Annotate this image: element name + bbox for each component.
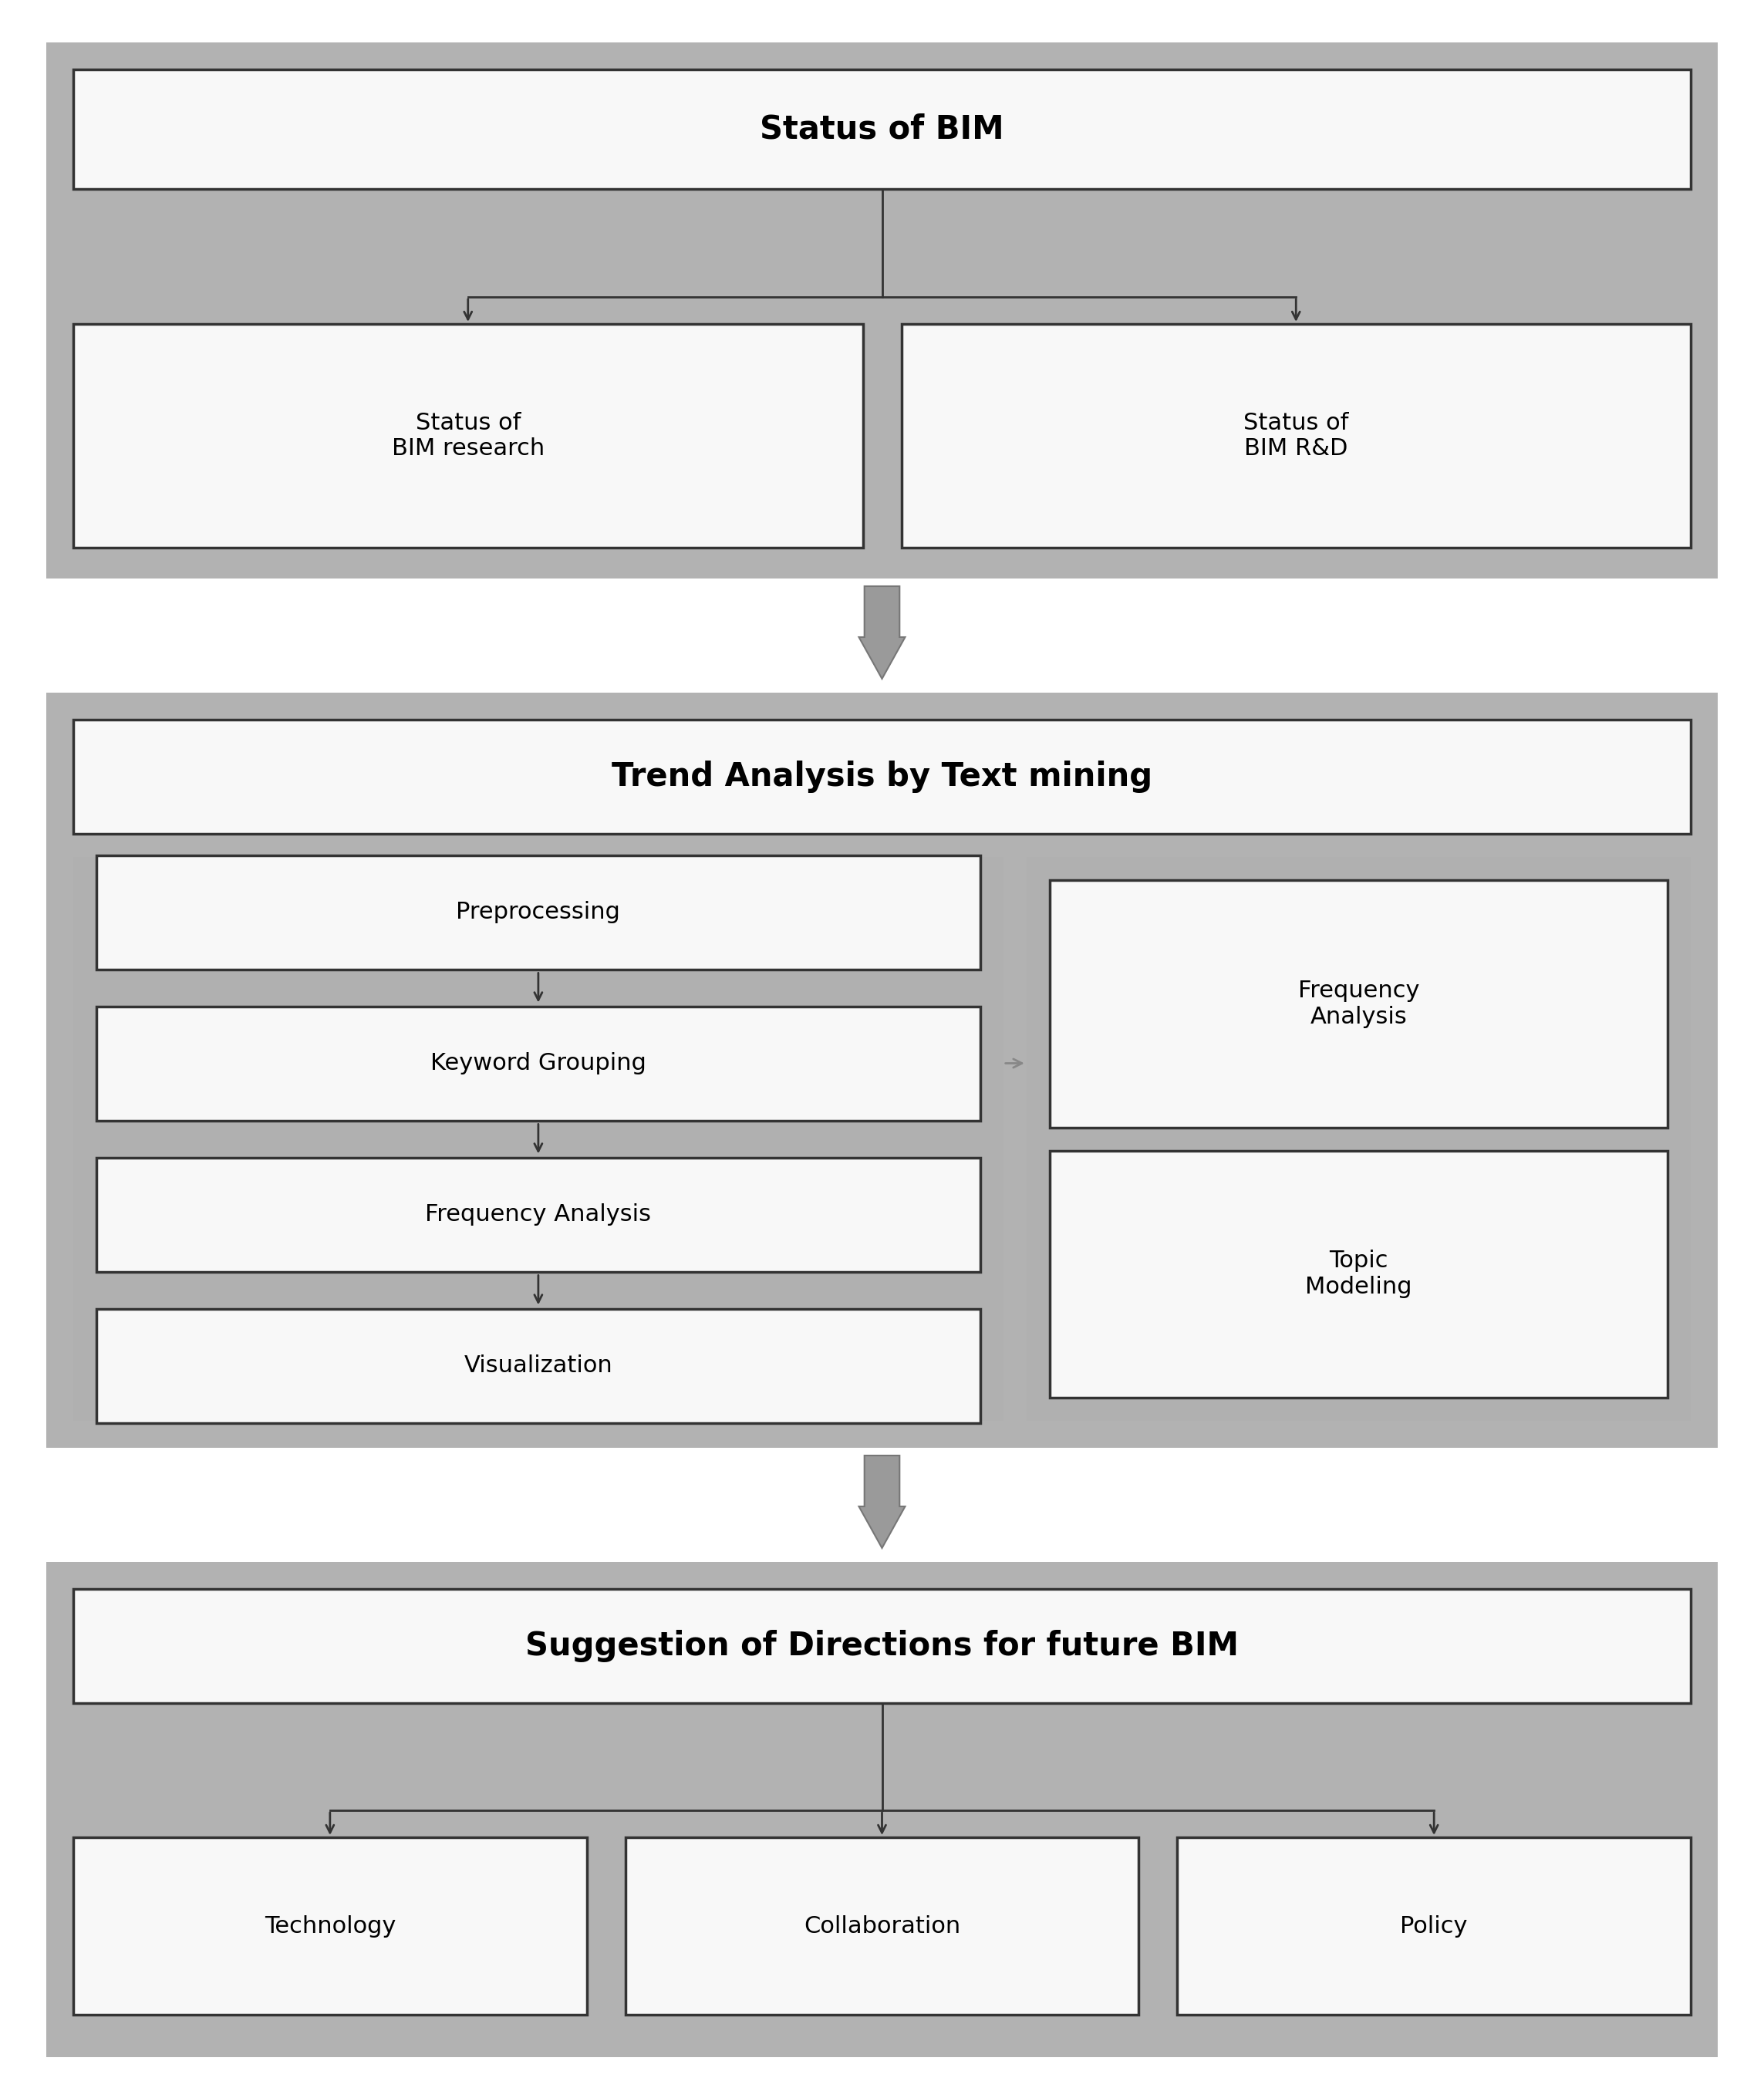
Text: Frequency
Analysis: Frequency Analysis — [1298, 979, 1420, 1027]
Polygon shape — [859, 1455, 905, 1547]
Text: Policy: Policy — [1401, 1915, 1468, 1938]
FancyBboxPatch shape — [97, 1309, 981, 1422]
Text: Topic
Modeling: Topic Modeling — [1305, 1251, 1411, 1299]
FancyBboxPatch shape — [1050, 1150, 1667, 1397]
Text: Frequency Analysis: Frequency Analysis — [425, 1203, 651, 1226]
FancyBboxPatch shape — [97, 1157, 981, 1272]
FancyBboxPatch shape — [46, 693, 1718, 1447]
Text: Keyword Grouping: Keyword Grouping — [430, 1052, 646, 1075]
Text: Collaboration: Collaboration — [804, 1915, 960, 1938]
FancyBboxPatch shape — [624, 1837, 1140, 2015]
FancyBboxPatch shape — [1177, 1837, 1690, 2015]
FancyBboxPatch shape — [97, 1006, 981, 1121]
FancyBboxPatch shape — [74, 69, 1690, 190]
Text: Status of
BIM R&D: Status of BIM R&D — [1244, 411, 1349, 459]
FancyBboxPatch shape — [1027, 856, 1690, 1420]
Text: Visualization: Visualization — [464, 1355, 612, 1376]
FancyBboxPatch shape — [46, 42, 1718, 578]
FancyBboxPatch shape — [74, 1589, 1690, 1704]
FancyBboxPatch shape — [74, 324, 863, 547]
Text: Trend Analysis by Text mining: Trend Analysis by Text mining — [612, 760, 1152, 793]
Text: Preprocessing: Preprocessing — [457, 900, 621, 923]
Polygon shape — [859, 587, 905, 679]
FancyBboxPatch shape — [74, 856, 1004, 1420]
Text: Status of BIM: Status of BIM — [760, 113, 1004, 146]
FancyBboxPatch shape — [97, 854, 981, 969]
Text: Technology: Technology — [265, 1915, 395, 1938]
FancyBboxPatch shape — [46, 1562, 1718, 2057]
FancyBboxPatch shape — [74, 720, 1690, 833]
Text: Status of
BIM research: Status of BIM research — [392, 411, 545, 459]
FancyBboxPatch shape — [901, 324, 1690, 547]
FancyBboxPatch shape — [74, 1837, 587, 2015]
FancyBboxPatch shape — [1050, 879, 1667, 1128]
Text: Suggestion of Directions for future BIM: Suggestion of Directions for future BIM — [526, 1631, 1238, 1662]
